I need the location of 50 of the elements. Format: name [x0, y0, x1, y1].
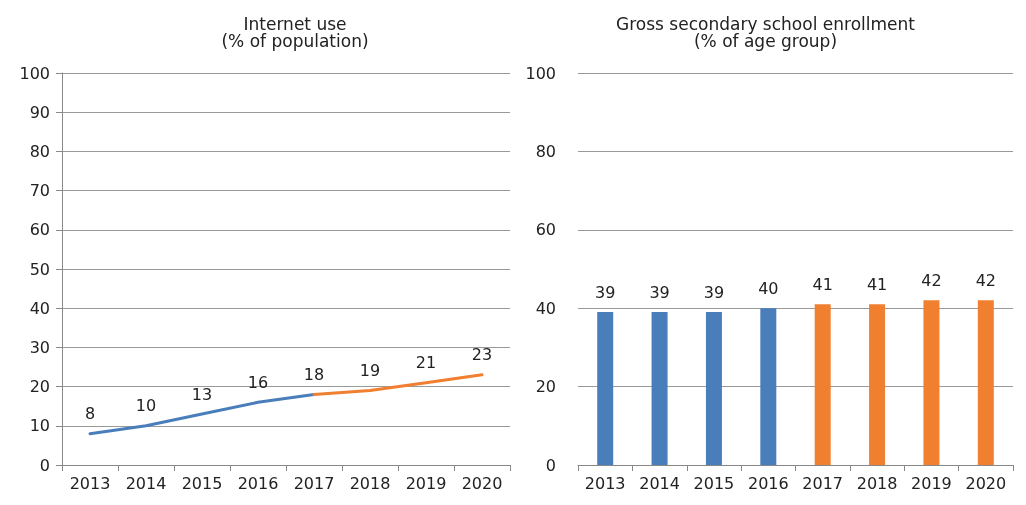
data-label: 40 [758, 278, 779, 298]
x-tick-label: 2016 [747, 473, 789, 493]
x-tick-label: 2019 [405, 473, 447, 493]
data-label: 42 [975, 270, 996, 290]
y-tick-label: 40 [29, 298, 50, 318]
data-label: 41 [866, 274, 888, 294]
data-label: 39 [703, 282, 725, 302]
x-tick-label: 2018 [349, 473, 391, 493]
y-tick-label: 80 [535, 141, 556, 161]
x-tick-label: 2020 [461, 473, 503, 493]
x-tick-label: 2017 [802, 473, 844, 493]
x-tick-label: 2014 [125, 473, 167, 493]
data-label: 10 [135, 396, 157, 416]
data-label: 8 [84, 404, 96, 424]
data-label: 21 [415, 353, 437, 373]
y-tick-label: 20 [535, 377, 556, 397]
x-tick-label: 2019 [911, 473, 952, 493]
data-label: 19 [359, 361, 381, 381]
y-tick-label: 10 [29, 416, 50, 436]
x-tick-label: 2013 [584, 473, 626, 493]
data-label: 16 [247, 372, 269, 392]
y-tick-label: 80 [29, 141, 50, 161]
data-label: 13 [191, 384, 213, 404]
y-tick-label: 50 [29, 259, 50, 279]
data-label: 42 [921, 270, 942, 290]
y-tick-label: 0 [39, 455, 50, 475]
y-tick-label: 0 [545, 455, 556, 475]
x-tick-label: 2014 [639, 473, 680, 493]
data-label: 39 [649, 282, 670, 302]
x-tick-label: 2015 [693, 473, 735, 493]
y-tick-label: 90 [29, 102, 50, 122]
x-tick-label: 2013 [69, 473, 111, 493]
y-tick-label: 70 [29, 181, 50, 201]
data-label: 41 [812, 274, 833, 294]
y-tick-label: 30 [29, 337, 50, 357]
data-label: 39 [595, 282, 616, 302]
x-tick-label: 2020 [965, 473, 1007, 493]
y-tick-label: 40 [535, 298, 556, 318]
y-tick-label: 100 [19, 63, 50, 83]
data-label: 18 [303, 364, 325, 384]
x-tick-label: 2018 [856, 473, 898, 493]
x-tick-label: 2015 [181, 473, 223, 493]
x-tick-label: 2017 [293, 473, 335, 493]
y-tick-label: 20 [29, 377, 50, 397]
y-tick-label: 60 [535, 220, 556, 240]
x-tick-label: 2016 [237, 473, 279, 493]
y-tick-label: 100 [525, 63, 556, 83]
y-tick-label: 60 [29, 220, 50, 240]
chart-title: Gross secondary school enrollment [616, 13, 916, 34]
data-label: 23 [471, 345, 493, 365]
